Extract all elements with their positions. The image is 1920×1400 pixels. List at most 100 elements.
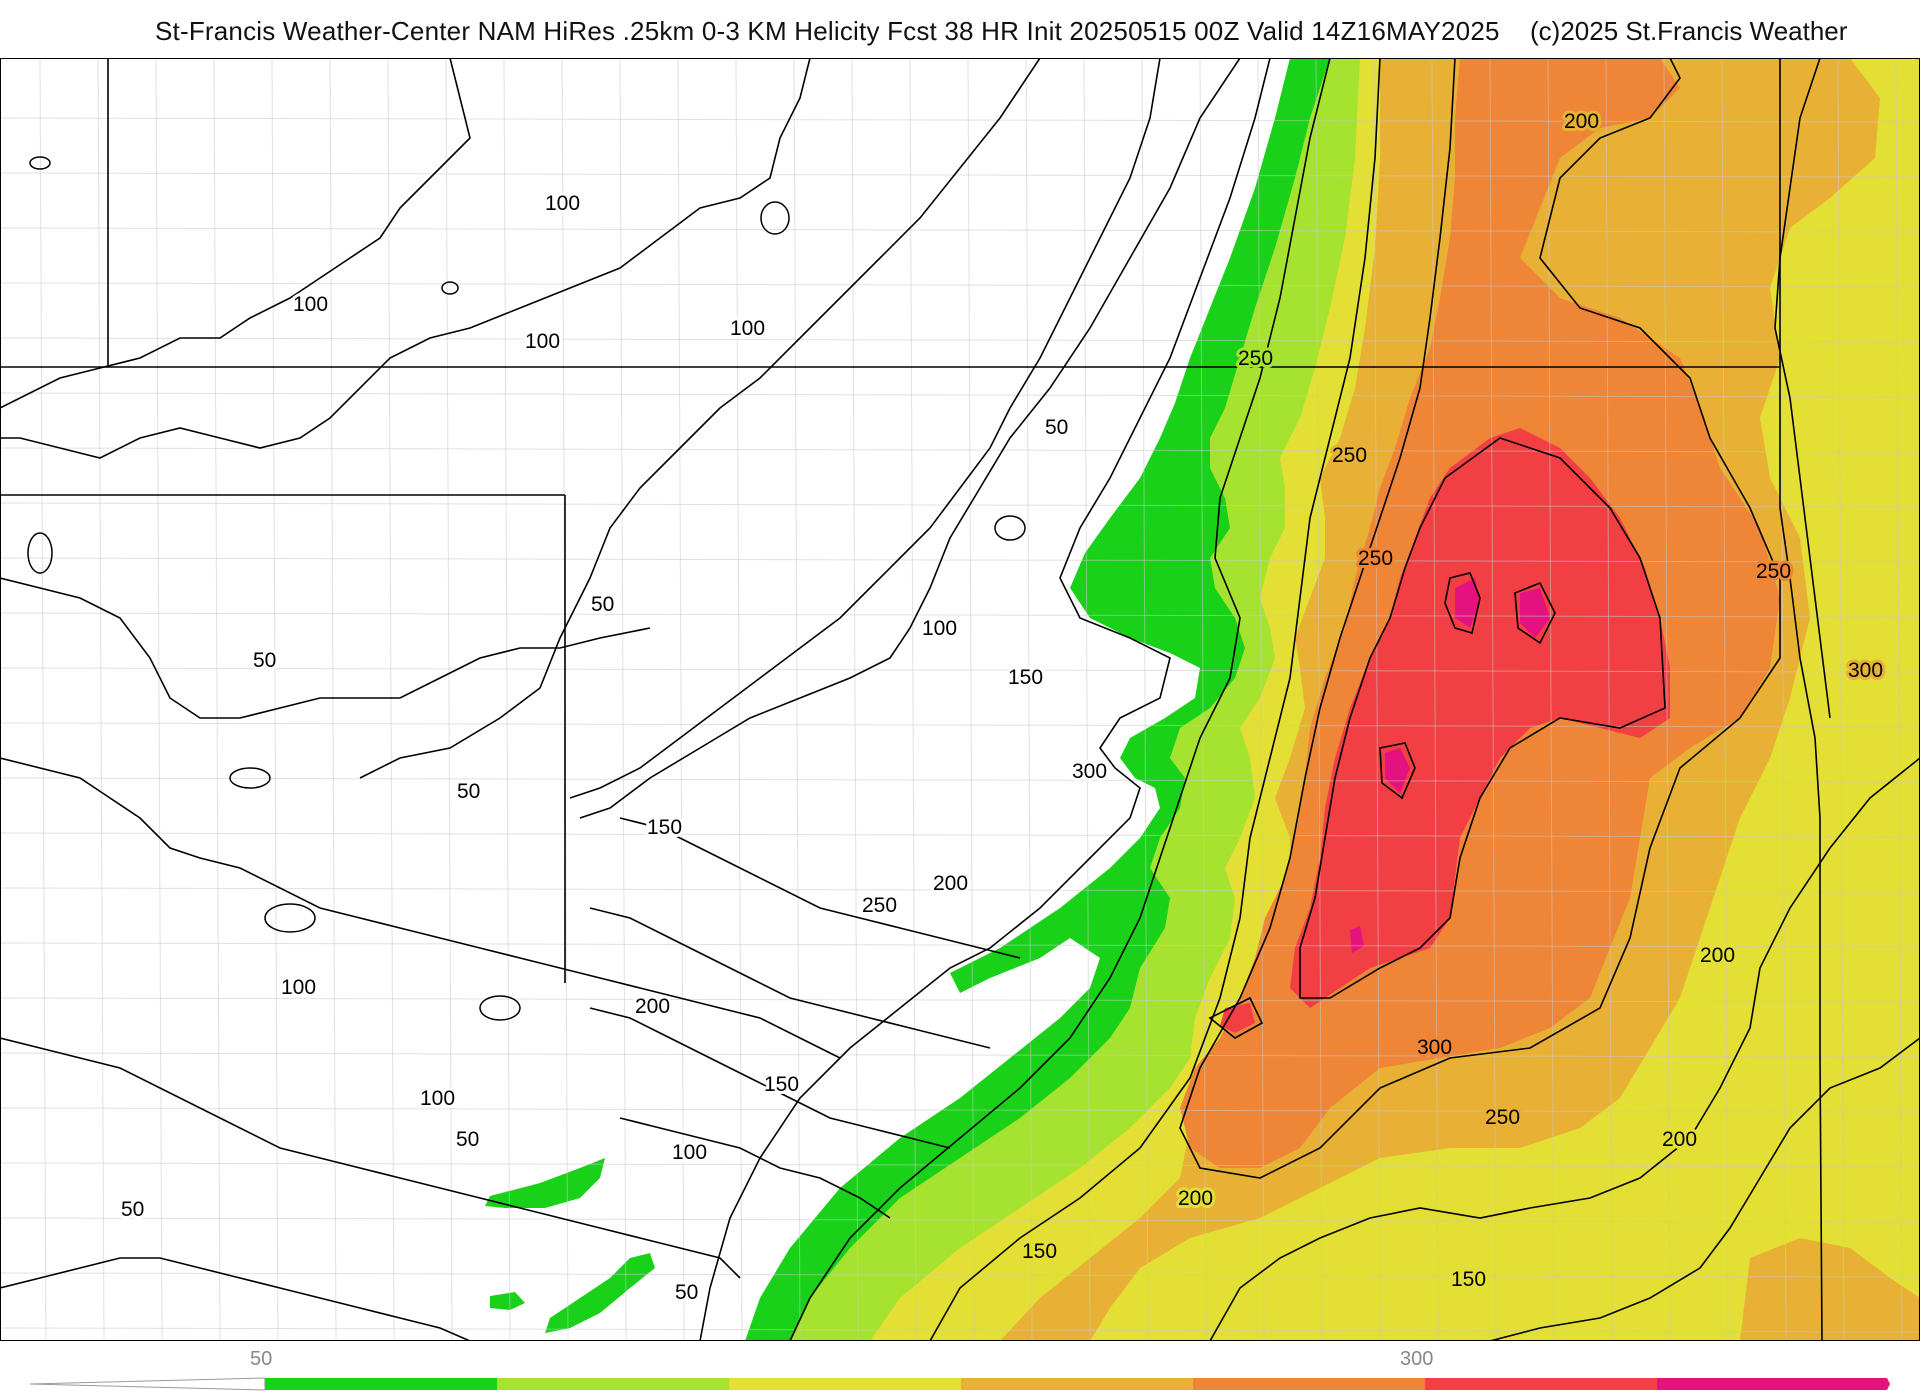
legend-segment	[497, 1378, 729, 1390]
contour-label: 250	[862, 894, 897, 917]
county-line	[387, 58, 395, 1341]
county-line	[1373, 58, 1381, 1341]
county-lines	[0, 58, 1920, 1341]
county-line	[0, 612, 1920, 618]
contour-label: 150	[647, 816, 682, 839]
county-line	[0, 1162, 1920, 1168]
county-line	[0, 337, 1920, 343]
legend-segment	[1657, 1378, 1890, 1390]
helicity-band-350	[1350, 578, 1550, 953]
county-line	[677, 58, 685, 1341]
contour-label: 150	[1008, 666, 1043, 689]
county-line	[39, 58, 47, 1341]
helicity-blob-sw-1	[485, 1158, 605, 1208]
map-title: St-Francis Weather-Center NAM HiRes .25k…	[155, 16, 1500, 46]
contour-label: 150	[1451, 1268, 1486, 1291]
contour-label: 300	[1072, 760, 1107, 783]
contour-label: 200	[933, 872, 968, 895]
contour-label: 100	[922, 617, 957, 640]
contour-label: 100	[730, 317, 765, 340]
county-line	[0, 1107, 1920, 1113]
county-line	[0, 887, 1920, 893]
county-line	[213, 58, 221, 1341]
county-line	[1779, 58, 1787, 1341]
title-bar: St-Francis Weather-Center NAM HiRes .25k…	[0, 0, 1920, 58]
copyright-notice: (c)2025 St.Francis Weather	[1530, 16, 1848, 46]
county-line	[155, 58, 163, 1341]
contour-label: 150	[1022, 1240, 1057, 1263]
county-line	[0, 117, 1920, 123]
legend-tick-label: 50	[250, 1348, 273, 1370]
contour-label: 100	[293, 293, 328, 316]
contour-label: 100	[545, 192, 580, 215]
county-line	[0, 172, 1920, 178]
county-line	[0, 1327, 1920, 1333]
legend-color-bar	[30, 1377, 1890, 1391]
county-line	[1721, 58, 1729, 1341]
county-line	[851, 58, 859, 1341]
contour-label: 200	[1178, 1187, 1213, 1210]
county-line	[0, 502, 1920, 508]
county-line	[0, 1052, 1920, 1058]
legend-segment	[961, 1378, 1193, 1390]
county-line	[0, 282, 1920, 288]
helicity-band-300	[1220, 428, 1670, 1033]
county-line	[0, 777, 1920, 783]
map-svg: 100 100 100 100 50 250 250 250 250 200 5…	[0, 58, 1920, 1341]
county-line	[909, 58, 917, 1341]
contour-label: 250	[1485, 1106, 1520, 1129]
county-line	[619, 58, 627, 1341]
county-line	[1663, 58, 1671, 1341]
contour-label: 300	[1848, 659, 1883, 682]
county-line	[0, 832, 1920, 838]
contour-label: 50	[121, 1198, 144, 1221]
county-line	[1315, 58, 1323, 1341]
county-line	[0, 557, 1920, 563]
contour-label: 200	[1564, 110, 1599, 133]
legend-tick-label: 300	[1400, 1348, 1434, 1370]
county-line	[1431, 58, 1439, 1341]
county-line	[329, 58, 337, 1341]
county-line	[1895, 58, 1903, 1341]
county-line	[1257, 58, 1265, 1341]
contour-label: 50	[457, 780, 480, 803]
helicity-contours	[0, 58, 1920, 1341]
contour-label: 300	[1417, 1036, 1452, 1059]
county-line	[0, 447, 1920, 453]
legend-segment	[265, 1378, 497, 1390]
contour-label: 200	[1700, 944, 1735, 967]
small-contours	[27, 156, 1026, 1021]
county-line	[1837, 58, 1845, 1341]
county-line	[503, 58, 511, 1341]
contour-label: 250	[1756, 560, 1791, 583]
county-line	[0, 1217, 1920, 1223]
contour-label: 200	[1662, 1128, 1697, 1151]
contour-label: 250	[1238, 347, 1273, 370]
contour-label: 250	[1332, 444, 1367, 467]
legend-segment	[729, 1378, 961, 1390]
legend-segment	[1193, 1378, 1425, 1390]
color-legend: 50 300	[0, 1341, 1920, 1400]
county-line	[1083, 58, 1091, 1341]
county-line	[735, 58, 743, 1341]
contour-label: 250	[1358, 547, 1393, 570]
contour-label: 150	[764, 1073, 799, 1096]
county-line	[0, 1272, 1920, 1278]
county-line	[0, 997, 1920, 1003]
contour-label: 50	[591, 593, 614, 616]
county-line	[445, 58, 453, 1341]
contour-label: 50	[1045, 416, 1068, 439]
contour-label: 50	[456, 1128, 479, 1151]
county-line	[1547, 58, 1555, 1341]
helicity-blob-sw-3	[490, 1292, 525, 1310]
county-line	[0, 722, 1920, 728]
helicity-map[interactable]: 100 100 100 100 50 250 250 250 250 200 5…	[0, 58, 1920, 1341]
contour-label: 50	[253, 649, 276, 672]
legend-segment	[1425, 1378, 1657, 1390]
contour-label: 50	[675, 1281, 698, 1304]
county-line	[1489, 58, 1497, 1341]
contour-label: 200	[635, 995, 670, 1018]
county-line	[1025, 58, 1033, 1341]
state-borders	[0, 58, 1920, 1341]
contour-label: 100	[672, 1141, 707, 1164]
